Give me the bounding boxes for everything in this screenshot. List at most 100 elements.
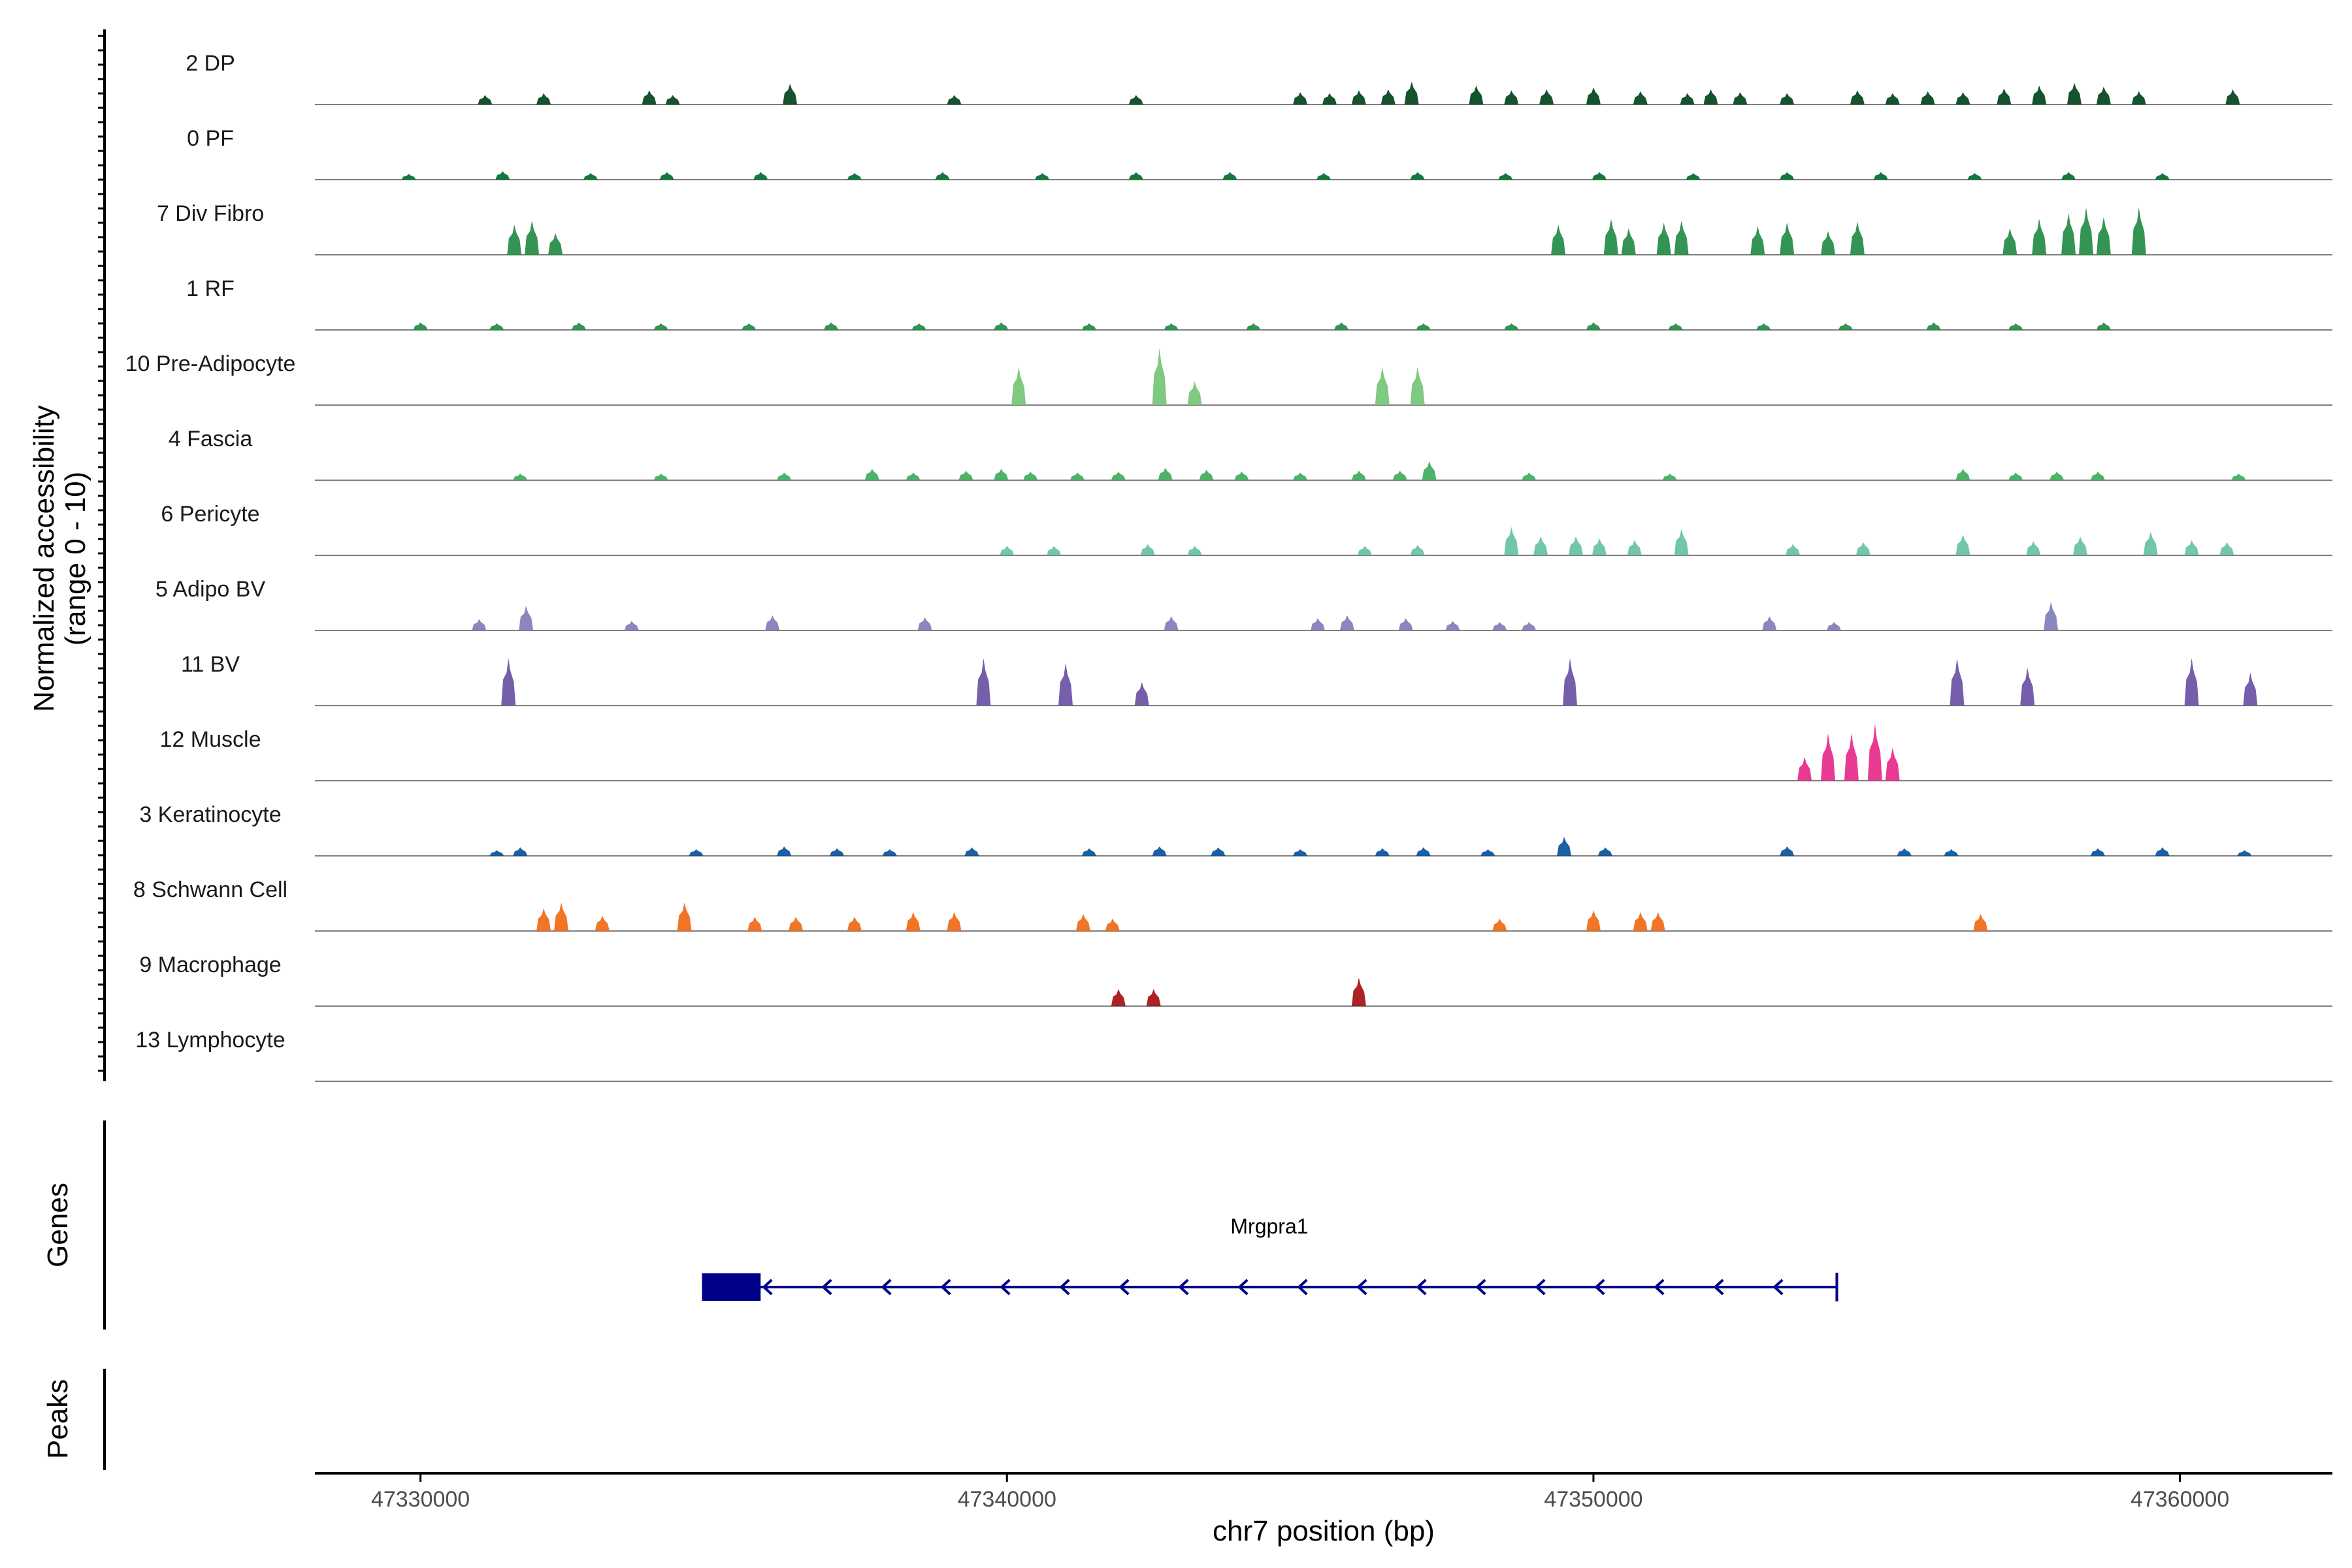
track-11-bv: 11 BV: [181, 652, 2332, 706]
coverage-peak: [1047, 546, 1062, 555]
coverage-peak: [554, 902, 569, 931]
coverage-peak: [1885, 93, 1900, 105]
coverage-peak: [2008, 472, 2023, 480]
coverage-peak: [2044, 602, 2059, 630]
coverage-peak: [2143, 531, 2158, 555]
coverage-peak: [1621, 228, 1636, 255]
coverage-peak: [1128, 172, 1143, 180]
coverage-peak: [507, 224, 522, 255]
coverage-peak: [2155, 172, 2170, 180]
coverage-peak: [401, 174, 416, 180]
gene-model: Mrgpra1: [702, 1215, 1838, 1301]
coverage-peak: [1586, 87, 1601, 105]
strand-arrow-icon: [1297, 1279, 1308, 1296]
track-6-pericyte: 6 Pericyte: [161, 502, 2332, 556]
y-axis-title-line2: (range 0 - 10): [59, 472, 91, 646]
track-label: 5 Adipo BV: [155, 577, 266, 602]
coverage-tracks: 2 DP 0 PF 7 Div Fibro 1 RF 10 Pre-Adipocyte 4…: [125, 51, 2332, 1082]
coverage-peak: [1375, 367, 1390, 405]
coverage-peak: [1850, 90, 1865, 105]
coverage-peak: [1187, 381, 1202, 405]
x-axis-ticks: 47330000 47340000 47350000 47360000: [371, 1473, 2229, 1512]
coverage-peak: [1416, 323, 1431, 330]
coverage-peak: [1955, 534, 1970, 555]
coverage-peak: [1375, 848, 1390, 856]
track-label: 10 Pre-Adipocyte: [125, 351, 296, 376]
track-10-pre-adipocyte: 10 Pre-Adipocyte: [125, 348, 2332, 406]
coverage-peak: [1410, 545, 1425, 555]
x-tick-label: 47340000: [958, 1487, 1056, 1512]
coverage-peak: [1569, 536, 1583, 555]
strand-arrow-icon: [1654, 1279, 1665, 1296]
coverage-peak: [2090, 471, 2105, 480]
coverage-peak: [1756, 323, 1771, 330]
coverage-peak: [1838, 323, 1853, 330]
coverage-peak: [1469, 86, 1484, 105]
coverage-peak: [1410, 172, 1425, 180]
track-label: 9 Macrophage: [139, 953, 281, 977]
peaks-panel-title: Peaks: [42, 1379, 74, 1459]
coverage-peak: [1885, 747, 1900, 781]
coverage-peak: [2050, 471, 2065, 480]
coverage-peak: [1973, 913, 1988, 931]
coverage-peak: [783, 84, 798, 105]
coverage-peak: [2078, 207, 2093, 255]
strand-arrow-icon: [1713, 1279, 1724, 1296]
coverage-peak: [1380, 89, 1396, 105]
coverage-peak: [689, 849, 704, 856]
coverage-peak: [1105, 919, 1120, 931]
coverage-peak: [2225, 89, 2240, 105]
coverage-peak: [829, 848, 844, 856]
coverage-peak: [911, 323, 926, 330]
coverage-peak: [1293, 849, 1308, 856]
coverage-peak: [906, 472, 921, 480]
coverage-peak: [1897, 848, 1912, 856]
coverage-peak: [1111, 471, 1126, 480]
coverage-peak: [1081, 848, 1096, 856]
coverage-peak: [1627, 540, 1642, 555]
coverage-peak: [1351, 90, 1366, 105]
coverage-peak: [1633, 91, 1648, 105]
coverage-peak: [1058, 662, 1073, 706]
coverage-peak: [1563, 658, 1578, 706]
strand-arrow-icon: [1119, 1279, 1130, 1296]
track-3-keratinocyte: 3 Keratinocyte: [139, 802, 2332, 857]
strand-arrow-icon: [1416, 1279, 1427, 1296]
coverage-peak: [1750, 226, 1765, 255]
coverage-peak: [1480, 849, 1495, 856]
strand-arrow-icon: [940, 1279, 951, 1296]
coverage-peak: [917, 617, 932, 630]
coverage-peak: [1780, 172, 1795, 180]
coverage-peak: [1920, 91, 1935, 105]
coverage-peak: [1351, 977, 1366, 1006]
coverage-peak: [2061, 213, 2076, 255]
track-7-div-fibro: 7 Div Fibro: [157, 201, 2332, 255]
coverage-peak: [1633, 912, 1648, 931]
y-axis-title-line1: Normalized accessibility: [28, 405, 60, 711]
coverage-peak: [1322, 93, 1337, 105]
coverage-peak: [2002, 228, 2017, 255]
strand-arrow-icon: [1356, 1279, 1367, 1296]
coverage-peak: [1926, 322, 1941, 330]
track-label: 8 Schwann Cell: [133, 877, 287, 902]
coverage-peak: [1339, 615, 1354, 630]
coverage-peak: [1955, 92, 1970, 105]
coverage-peak: [1586, 910, 1601, 931]
coverage-peak: [1674, 220, 1689, 255]
coverage-y-axis-ticks: [98, 35, 105, 1072]
coverage-peak: [1855, 542, 1870, 555]
coverage-peak: [947, 95, 962, 105]
coverage-peak: [1686, 172, 1701, 180]
coverage-peak: [1498, 172, 1513, 180]
coverage-peak: [947, 912, 962, 931]
coverage-peak: [1152, 348, 1167, 405]
coverage-peak: [1504, 527, 1519, 555]
coverage-peak: [1246, 323, 1261, 330]
coverage-peak: [1821, 733, 1835, 781]
coverage-peak: [789, 917, 804, 931]
track-label: 3 Keratinocyte: [139, 802, 281, 827]
coverage-peak: [2090, 848, 2105, 856]
strand-arrow-icon: [1772, 1279, 1784, 1296]
coverage-peak: [2219, 542, 2234, 555]
coverage-peak: [1504, 323, 1519, 330]
